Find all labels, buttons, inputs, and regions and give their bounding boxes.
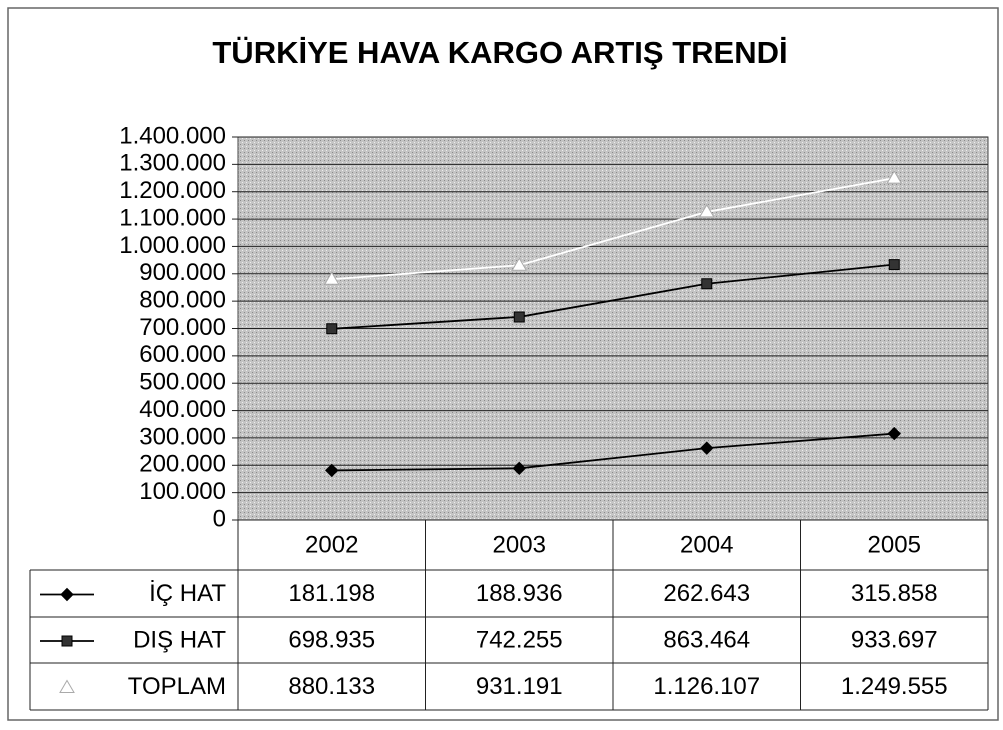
data-cell: 742.255 bbox=[476, 626, 563, 653]
marker bbox=[326, 323, 338, 335]
x-tick-label: 2003 bbox=[493, 531, 546, 558]
data-cell: 1.249.555 bbox=[841, 673, 948, 700]
data-cell: 181.198 bbox=[288, 580, 375, 607]
data-cell: 1.126.107 bbox=[653, 673, 760, 700]
y-tick-label: 200.000 bbox=[139, 451, 226, 478]
y-tick-label: 900.000 bbox=[139, 259, 226, 286]
data-cell: 933.697 bbox=[851, 626, 938, 653]
y-tick-label: 1.400.000 bbox=[119, 122, 226, 149]
x-tick-label: 2004 bbox=[680, 531, 733, 558]
marker bbox=[887, 426, 901, 441]
y-tick-label: 100.000 bbox=[139, 478, 226, 505]
data-cell: 188.936 bbox=[476, 580, 563, 607]
marker bbox=[888, 259, 900, 271]
data-cell: 931.191 bbox=[476, 673, 563, 700]
marker bbox=[323, 271, 340, 285]
chart-title: TÜRKİYE HAVA KARGO ARTIŞ TRENDİ bbox=[212, 35, 787, 70]
y-tick-label: 800.000 bbox=[139, 286, 226, 313]
y-tick-label: 1.200.000 bbox=[119, 177, 226, 204]
series-line bbox=[331, 177, 895, 281]
y-tick-label: 600.000 bbox=[139, 341, 226, 368]
legend-label: İÇ HAT bbox=[149, 580, 226, 607]
marker bbox=[511, 257, 528, 271]
legend-label: DIŞ HAT bbox=[133, 626, 226, 653]
data-cell: 262.643 bbox=[663, 580, 750, 607]
series-line bbox=[331, 263, 895, 330]
legend-marker bbox=[61, 635, 73, 647]
data-cell: 880.133 bbox=[288, 673, 375, 700]
marker bbox=[512, 461, 526, 476]
legend-marker bbox=[60, 587, 74, 602]
marker bbox=[886, 170, 903, 184]
y-tick-label: 1.100.000 bbox=[119, 204, 226, 231]
x-tick-label: 2005 bbox=[868, 531, 921, 558]
y-tick-label: 400.000 bbox=[139, 396, 226, 423]
y-tick-label: 300.000 bbox=[139, 423, 226, 450]
y-tick-label: 500.000 bbox=[139, 369, 226, 396]
legend-marker bbox=[59, 679, 75, 693]
legend-label: TOPLAM bbox=[128, 673, 226, 700]
x-tick-label: 2002 bbox=[305, 531, 358, 558]
series-line bbox=[331, 432, 895, 472]
marker bbox=[698, 203, 715, 218]
marker bbox=[325, 463, 339, 478]
y-tick-label: 1.300.000 bbox=[119, 150, 226, 177]
marker bbox=[700, 441, 714, 455]
data-cell: 863.464 bbox=[663, 626, 750, 653]
marker bbox=[701, 278, 713, 290]
marker bbox=[513, 311, 525, 323]
y-tick-label: 700.000 bbox=[139, 314, 226, 341]
y-tick-label: 1.000.000 bbox=[119, 232, 226, 259]
data-cell: 698.935 bbox=[288, 626, 375, 653]
y-tick-label: 0 bbox=[213, 505, 226, 532]
data-cell: 315.858 bbox=[851, 580, 938, 607]
